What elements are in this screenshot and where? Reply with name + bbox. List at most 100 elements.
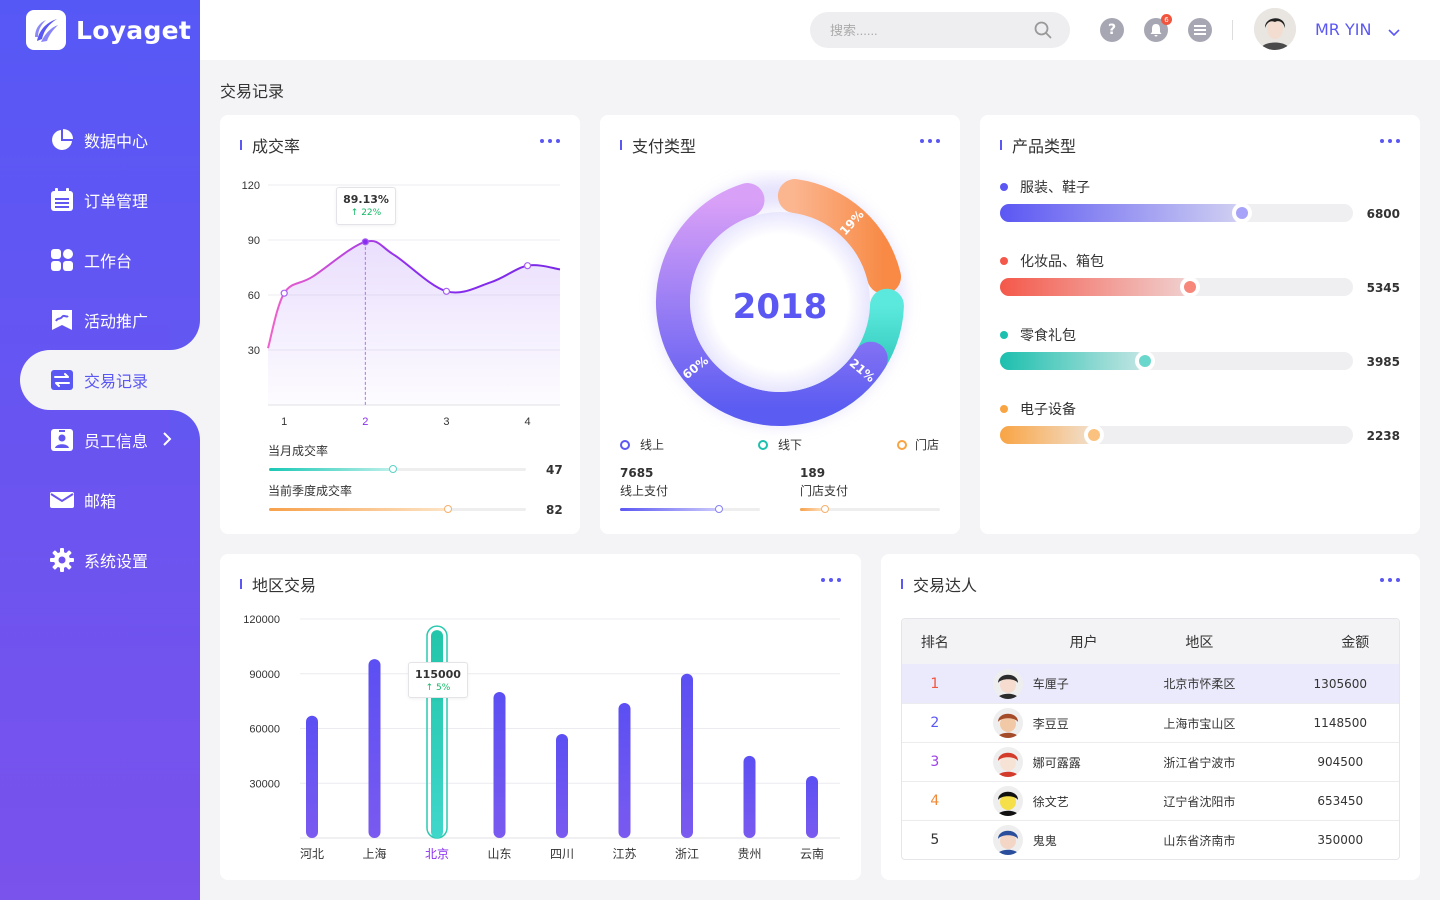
- product-type-card: 产品类型 服装、鞋子 6800 化妆品、箱包 5345 零食礼包 3985 电子设备 2238: [980, 115, 1420, 534]
- sidebar-item-settings[interactable]: 系统设置: [0, 530, 200, 590]
- product-bar-track: [1000, 351, 1353, 371]
- quarterly-rate-fill: [269, 508, 448, 511]
- sidebar-item-mailbox[interactable]: 邮箱: [0, 470, 200, 530]
- y-tick-label: 60000: [249, 724, 280, 736]
- y-tick-label: 90000: [249, 669, 280, 681]
- sidebar-item-label: 交易记录: [84, 372, 149, 391]
- tooltip-change: ↑ 5%: [425, 683, 451, 693]
- chevron-right-icon: [162, 430, 172, 451]
- legend-online[interactable]: 线上: [620, 436, 664, 453]
- more-icon[interactable]: [1380, 578, 1400, 582]
- search-icon[interactable]: [1034, 21, 1052, 43]
- user-name: 车厘子: [1032, 677, 1069, 691]
- bar: [806, 775, 818, 838]
- rank-cell: 1: [930, 675, 940, 692]
- app-logo[interactable]: Loyaget: [26, 10, 191, 50]
- header-rank[interactable]: 排名: [920, 634, 949, 651]
- legend-offline[interactable]: 线下: [758, 436, 802, 453]
- user-name: 鬼鬼: [1032, 833, 1057, 848]
- quarterly-rate-knob[interactable]: [444, 505, 452, 513]
- table-row[interactable]: 2 李豆豆 上海市宝山区 1148500: [902, 703, 1399, 742]
- gear-icon: [50, 548, 74, 572]
- line-area: [268, 240, 560, 405]
- product-name: 零食礼包: [1020, 328, 1076, 344]
- header-user[interactable]: 用户: [1069, 634, 1098, 651]
- conversion-line-chart: 30 60 90 120 1 2 3 4: [242, 180, 561, 428]
- sidebar-item-data-center[interactable]: 数据中心: [0, 110, 200, 170]
- table-row[interactable]: 3 娜可露露 浙江省宁波市 904500: [902, 742, 1399, 781]
- donut-center-value: 2018: [733, 287, 828, 327]
- more-icon[interactable]: [540, 139, 560, 143]
- user-avatar[interactable]: [992, 747, 1023, 777]
- sidebar-item-promotion[interactable]: 活动推广: [0, 290, 200, 350]
- product-bar-knob[interactable]: [1135, 351, 1155, 371]
- store-pay-knob[interactable]: [821, 505, 829, 513]
- sidebar-item-label: 员工信息: [84, 432, 149, 451]
- chevron-down-icon[interactable]: [1388, 22, 1400, 41]
- id-card-icon: [50, 428, 74, 452]
- user-avatar[interactable]: [992, 825, 1023, 855]
- product-bar-knob[interactable]: [1232, 203, 1252, 223]
- x-tick-label: 山东: [487, 847, 511, 861]
- sidebar-item-workbench[interactable]: 工作台: [0, 230, 200, 290]
- region-cell: 辽宁省沈阳市: [1163, 794, 1236, 809]
- monthly-rate-knob[interactable]: [389, 465, 398, 473]
- sidebar: Loyaget 数据中心 订单管理 工作台 活动推广 交易记录: [0, 0, 200, 900]
- x-tick-label: 3: [443, 416, 449, 428]
- help-icon[interactable]: ?: [1100, 18, 1124, 42]
- bell-icon[interactable]: 6: [1144, 14, 1172, 42]
- more-icon[interactable]: [821, 578, 841, 582]
- data-point: [361, 238, 369, 246]
- more-icon[interactable]: [1380, 139, 1400, 143]
- legend-online-marker: [620, 439, 630, 450]
- card-title: 支付类型: [620, 133, 696, 157]
- product-bar-track: [1000, 277, 1353, 297]
- table-row[interactable]: 5 鬼鬼 山东省济南市 350000: [902, 820, 1399, 859]
- amount-cell: 904500: [1317, 755, 1364, 769]
- product-label: 服装、鞋子: [1000, 177, 1090, 197]
- product-bar-knob-dot: [1139, 355, 1151, 367]
- x-tick-label: 贵州: [737, 847, 761, 861]
- product-bar-knob[interactable]: [1180, 277, 1200, 297]
- sidebar-item-transactions[interactable]: 交易记录: [20, 350, 200, 410]
- sidebar-item-label: 工作台: [84, 252, 133, 271]
- product-value: 2238: [1366, 429, 1400, 443]
- user-name[interactable]: MR YIN: [1315, 20, 1372, 39]
- search-input[interactable]: [830, 22, 1020, 38]
- tooltip-change: ↑ 22%: [350, 208, 382, 218]
- legend-store[interactable]: 门店: [897, 436, 939, 453]
- online-pay-knob[interactable]: [715, 505, 723, 513]
- table-row[interactable]: 4 徐文艺 辽宁省沈阳市 653450: [902, 781, 1399, 820]
- nav-corner-decoration: [170, 320, 200, 350]
- header-region[interactable]: 地区: [1185, 634, 1214, 651]
- region-cell: 山东省济南市: [1163, 833, 1236, 848]
- y-tick-label: 120000: [243, 614, 280, 626]
- user-cell: 李豆豆: [968, 708, 1118, 738]
- user-avatar[interactable]: [992, 708, 1023, 738]
- rank-cell: 3: [930, 754, 940, 770]
- product-bar-knob[interactable]: [1084, 425, 1104, 445]
- menu-icon[interactable]: [1188, 18, 1212, 42]
- logo-icon: [26, 10, 66, 50]
- more-icon[interactable]: [920, 139, 940, 143]
- user-name: 娜可露露: [1032, 755, 1081, 770]
- store-pay-label: 门店支付: [800, 484, 849, 498]
- store-pay-value: 189: [800, 466, 826, 480]
- user-avatar[interactable]: [1254, 8, 1296, 50]
- sidebar-item-orders[interactable]: 订单管理: [0, 170, 200, 230]
- ranking-table: 排名 用户 地区 金额 1 车厘子 北京市怀柔区 1305600 2 李豆豆 上海市宝山区 1…: [901, 618, 1400, 860]
- legend-label: 门店: [915, 438, 940, 452]
- user-avatar[interactable]: [992, 786, 1023, 816]
- sidebar-item-label: 邮箱: [84, 492, 117, 511]
- user-avatar[interactable]: [992, 668, 1023, 699]
- search-box[interactable]: [810, 12, 1070, 48]
- x-tick-label: 北京: [425, 847, 449, 861]
- header-amount[interactable]: 金额: [1341, 634, 1370, 651]
- user-name: 徐文艺: [1032, 794, 1069, 809]
- product-bar-fill: [1000, 278, 1190, 296]
- table-row[interactable]: 1 车厘子 北京市怀柔区 1305600: [902, 664, 1399, 703]
- legend-offline-marker: [758, 439, 768, 450]
- product-dot: [1000, 331, 1008, 339]
- y-tick-label: 30: [248, 345, 260, 357]
- sidebar-item-employees[interactable]: 员工信息: [0, 410, 200, 470]
